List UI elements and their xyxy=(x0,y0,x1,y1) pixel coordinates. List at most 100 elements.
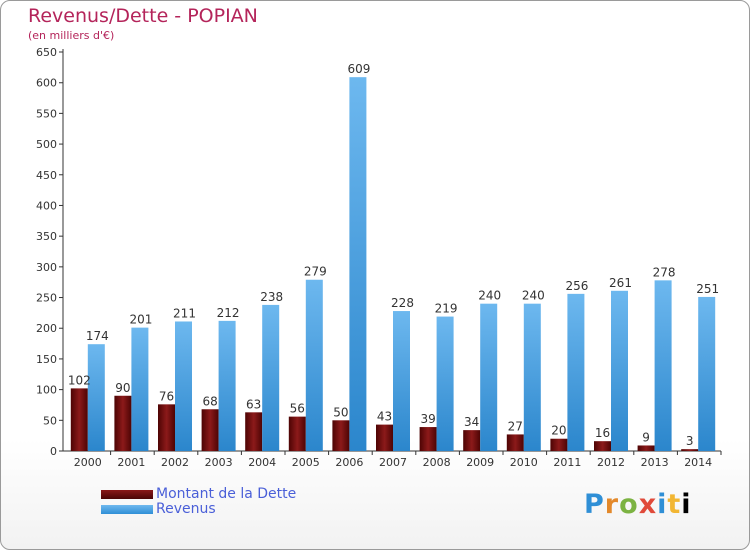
data-label-revenue: 278 xyxy=(653,265,676,279)
x-tick-label: 2012 xyxy=(597,456,625,469)
data-label-debt: 90 xyxy=(115,381,130,395)
x-tick-label: 2003 xyxy=(205,456,233,469)
logo-letter: i xyxy=(681,489,692,520)
legend-label-revenue: Revenus xyxy=(156,501,216,517)
bar-revenue xyxy=(480,303,498,451)
y-tick-label: 100 xyxy=(36,384,57,397)
data-label-debt: 9 xyxy=(642,430,650,444)
legend-swatch-debt xyxy=(101,490,153,499)
bar-debt xyxy=(245,412,263,451)
bar-debt xyxy=(114,395,132,451)
y-tick-label: 350 xyxy=(36,230,57,243)
data-label-debt: 43 xyxy=(377,410,392,424)
y-tick-label: 0 xyxy=(50,445,57,458)
y-tick-label: 250 xyxy=(36,292,57,305)
bar-debt xyxy=(201,409,219,451)
bar-debt xyxy=(550,438,568,451)
y-tick-label: 450 xyxy=(36,169,57,182)
y-tick-label: 650 xyxy=(36,46,57,59)
data-label-revenue: 238 xyxy=(260,290,283,304)
x-tick-label: 2008 xyxy=(423,456,451,469)
bar-debt xyxy=(376,424,393,451)
bar-revenue xyxy=(131,327,149,451)
data-label-debt: 56 xyxy=(290,402,305,416)
y-tick-label: 400 xyxy=(36,199,57,212)
data-label-debt: 68 xyxy=(202,394,217,408)
logo-letter: t xyxy=(667,489,682,520)
bar-revenue xyxy=(349,77,367,451)
data-label-revenue: 261 xyxy=(609,276,632,290)
y-tick-label: 200 xyxy=(36,322,57,335)
bar-revenue xyxy=(218,320,236,451)
x-tick-label: 2009 xyxy=(466,456,494,469)
data-label-revenue: 609 xyxy=(347,62,370,76)
chart-data-labels: 1021749020176211682126323856279506094322… xyxy=(68,62,719,448)
bar-revenue xyxy=(698,296,716,451)
bar-debt xyxy=(158,404,175,451)
bar-revenue xyxy=(262,304,280,451)
bar-revenue xyxy=(305,279,323,451)
x-tick-label: 2010 xyxy=(510,456,538,469)
x-tick-label: 2000 xyxy=(74,456,102,469)
bar-revenue xyxy=(87,344,105,451)
data-label-revenue: 219 xyxy=(435,302,458,316)
logo-letter: P xyxy=(584,489,605,520)
logo-letter: r xyxy=(604,489,620,520)
x-tick-label: 2011 xyxy=(553,456,581,469)
data-label-debt: 34 xyxy=(464,415,479,429)
proxiti-logo: Proxiti xyxy=(584,489,692,520)
x-tick-label: 2005 xyxy=(292,456,320,469)
bar-revenue xyxy=(654,280,672,451)
chart-title: Revenus/Dette - POPIAN xyxy=(28,5,258,27)
chart-subtitle: (en milliers d'€) xyxy=(28,29,115,42)
data-label-debt: 50 xyxy=(333,405,348,419)
data-label-debt: 63 xyxy=(246,397,261,411)
bar-debt xyxy=(637,445,655,451)
data-label-debt: 76 xyxy=(159,389,174,403)
data-label-revenue: 251 xyxy=(696,282,719,296)
bar-debt xyxy=(332,420,350,451)
bar-debt xyxy=(681,449,699,451)
data-label-revenue: 256 xyxy=(565,279,588,293)
x-tick-label: 2001 xyxy=(117,456,145,469)
y-tick-label: 300 xyxy=(36,261,57,274)
bar-revenue xyxy=(611,290,628,451)
logo-letter: x xyxy=(638,489,658,520)
bar-debt xyxy=(594,441,611,451)
y-tick-label: 600 xyxy=(36,77,57,90)
data-label-debt: 20 xyxy=(551,424,566,438)
logo-letter: i xyxy=(657,489,668,520)
bar-debt xyxy=(288,416,306,451)
bar-revenue xyxy=(436,316,454,451)
data-label-debt: 16 xyxy=(595,426,610,440)
legend-swatch-revenue xyxy=(101,505,153,514)
data-label-revenue: 240 xyxy=(478,289,501,303)
bar-revenue xyxy=(523,303,541,451)
x-tick-label: 2014 xyxy=(684,456,712,469)
x-tick-label: 2006 xyxy=(335,456,363,469)
bar-debt xyxy=(463,430,481,451)
chart-bars xyxy=(70,77,716,451)
data-label-revenue: 228 xyxy=(391,296,414,310)
x-tick-label: 2007 xyxy=(379,456,407,469)
y-tick-label: 50 xyxy=(43,414,57,427)
data-label-debt: 3 xyxy=(686,434,694,448)
data-label-debt: 27 xyxy=(508,419,523,433)
data-label-revenue: 201 xyxy=(129,313,152,327)
x-tick-label: 2013 xyxy=(641,456,669,469)
data-label-revenue: 240 xyxy=(522,289,545,303)
bar-debt xyxy=(419,427,437,451)
bar-revenue xyxy=(567,293,585,451)
data-label-debt: 102 xyxy=(68,373,91,387)
legend-label-debt: Montant de la Dette xyxy=(156,486,297,502)
bar-debt xyxy=(70,388,88,451)
data-label-revenue: 211 xyxy=(173,306,196,320)
bar-debt xyxy=(506,434,524,451)
x-tick-label: 2002 xyxy=(161,456,189,469)
y-tick-label: 500 xyxy=(36,138,57,151)
y-tick-label: 550 xyxy=(36,107,57,120)
y-tick-label: 150 xyxy=(36,353,57,366)
data-label-revenue: 279 xyxy=(304,265,327,279)
